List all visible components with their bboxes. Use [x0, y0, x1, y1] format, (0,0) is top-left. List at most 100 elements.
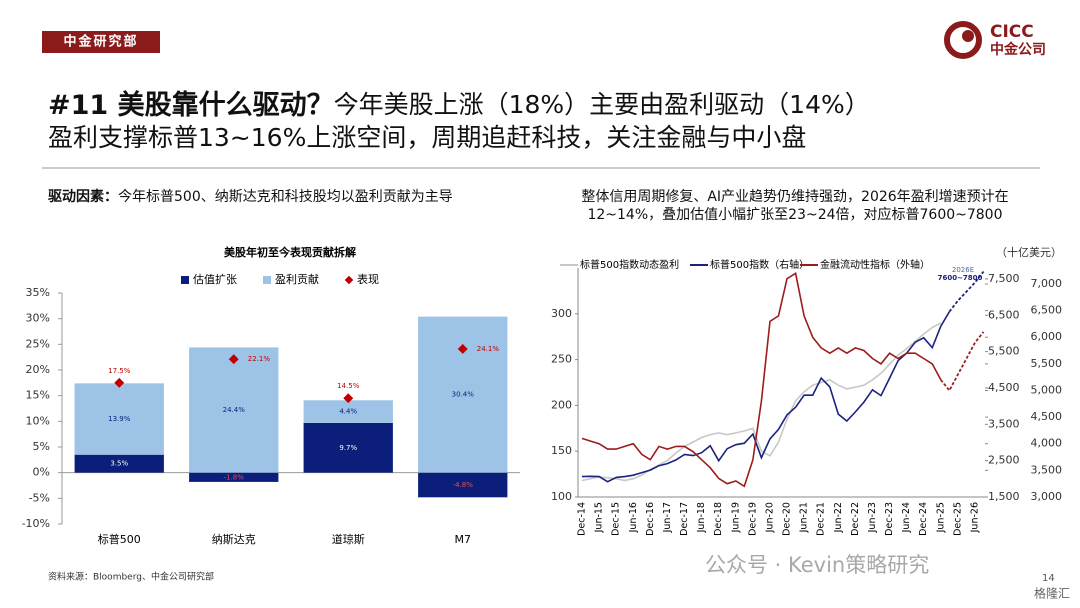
x-tick-label: Jun-24 — [901, 502, 912, 533]
source: 资料来源：Bloomberg、中金公司研究部 — [48, 571, 214, 583]
y-tick-label: 0% — [33, 466, 50, 479]
chart-title: 美股年初至今表现贡献拆解 — [224, 245, 356, 259]
annotation: 2026E — [952, 266, 974, 274]
title-lead-text: #11 美股靠什么驱动？ — [48, 89, 334, 121]
legend-label: 盈利贡献 — [275, 272, 319, 286]
badge: 格隆汇 — [1034, 586, 1070, 601]
left-note-lead: 驱动因素： — [48, 188, 118, 205]
x-tick-label: Jun-15 — [594, 502, 605, 533]
x-tick-label: Dec-21 — [816, 502, 827, 536]
left-note: 驱动因素：今年标普500、纳斯达克和科技股均以盈利贡献为主导 — [48, 188, 453, 205]
tick-label-y: 300 — [551, 307, 572, 320]
watermark: 公众号 · Kevin策略研究 — [705, 553, 929, 577]
logo-cn: 中金公司 — [990, 41, 1046, 58]
right-note-2: 12~14%，叠加估值小幅扩张至23~24倍，对应标普7600~7800 — [587, 206, 1002, 223]
value-label: 30.4% — [452, 391, 475, 399]
value-label: 24.1% — [477, 345, 500, 353]
tick-label-y: 250 — [551, 353, 572, 366]
x-tick-label: Dec-16 — [645, 502, 656, 536]
x-tick-label: Dec-24 — [918, 502, 929, 536]
x-tick-label: Dec-22 — [850, 502, 861, 536]
title-rest: 今年美股上涨（18%）主要由盈利驱动（14%） — [334, 90, 870, 119]
bar-segment — [418, 472, 508, 498]
y-tick-label: 25% — [26, 337, 50, 350]
bar-segment — [189, 472, 279, 482]
value-label: -4.8% — [453, 481, 474, 489]
bar-segment — [189, 347, 279, 473]
x-tick-label: Dec-14 — [577, 502, 588, 536]
tick-label-y2: 4,500 — [988, 381, 1020, 394]
value-label: 22.1% — [248, 355, 271, 363]
y3-axis-label: （十亿美元） — [996, 245, 1062, 259]
tick-label-y: 200 — [551, 398, 572, 411]
tick-label-y2: 3,500 — [988, 417, 1020, 430]
tick-label-y3: 4,000 — [1031, 437, 1063, 450]
x-tick-label: M7 — [455, 533, 472, 546]
bar-chart: 美股年初至今表现贡献拆解 -10% -5% 0% 5% 10% 15% 20% 25% 30% 35… — [22, 245, 520, 546]
y-tick-label: 10% — [26, 414, 50, 427]
x-tick-label: Jun-26 — [970, 502, 981, 533]
line-chart: 100 150 200 250 300 1,500 2,500 3,500 4,500 5,500… — [551, 245, 1062, 536]
y-tick-label: 15% — [26, 389, 50, 402]
legend-label: 标普500指数（右轴） — [710, 258, 809, 271]
x-tick-label: 标普500 — [98, 532, 141, 546]
logo-en: CICC — [990, 22, 1034, 42]
legend-label: 金融流动性指标（外轴） — [820, 258, 930, 271]
performance-point — [228, 354, 239, 365]
x-tick-label: Dec-17 — [679, 502, 690, 536]
y-tick-label: -10% — [22, 517, 50, 530]
forecast-line — [948, 271, 985, 313]
tick-label-y3: 7,000 — [1031, 277, 1063, 290]
bar-segment — [303, 400, 393, 423]
page-number: 14 — [1042, 573, 1055, 584]
header-tag: 中金研究部 — [63, 34, 138, 50]
tag-bg — [42, 31, 160, 53]
left-note-rest: 今年标普500、纳斯达克和科技股均以盈利贡献为主导 — [118, 189, 453, 205]
tick-label-y3: 5,500 — [1031, 357, 1063, 370]
title-lead: #11 美股靠什么驱动？今年美股上涨（18%）主要由盈利驱动（14%） — [48, 89, 870, 121]
series-line — [581, 311, 951, 483]
x-tick-label: Jun-16 — [628, 502, 639, 533]
legend-swatch — [344, 275, 354, 285]
tick-label-y3: 3,000 — [1031, 490, 1063, 503]
x-tick-label: 纳斯达克 — [212, 533, 256, 546]
annotation: 7600~7800 — [938, 274, 983, 282]
tick-label-y2: 7,500 — [988, 272, 1020, 285]
legend-swatch — [263, 276, 271, 284]
bar-segment — [303, 422, 393, 473]
x-tick-label: Jun-20 — [764, 502, 775, 533]
tick-label-y3: 6,000 — [1031, 330, 1063, 343]
x-tick-label: Dec-23 — [884, 502, 895, 536]
value-label: 14.5% — [337, 382, 360, 390]
value-label: 13.9% — [108, 415, 131, 423]
right-note-1: 整体信用周期修复、AI产业趋势仍维持强劲，2026年盈利增速预计在 — [581, 188, 1008, 205]
forecast-line — [940, 331, 985, 393]
logo-dot — [962, 30, 974, 42]
y-tick-label: 20% — [26, 363, 50, 376]
value-label: 17.5% — [108, 367, 131, 375]
x-tick-label: Jun-17 — [662, 502, 673, 533]
tick-label-y: 100 — [551, 490, 572, 503]
value-label: -1.8% — [224, 473, 245, 481]
bar-segment — [418, 316, 508, 473]
x-tick-label: Dec-25 — [952, 502, 963, 536]
performance-point — [343, 393, 354, 404]
tick-label-y2: 5,500 — [988, 345, 1020, 358]
x-tick-label: Dec-20 — [782, 502, 793, 536]
y-tick-label: 5% — [33, 440, 50, 453]
tick-label-y3: 4,500 — [1031, 410, 1063, 423]
y-tick-label: 30% — [26, 312, 50, 325]
tick-label-y2: 1,500 — [988, 490, 1020, 503]
legend-label: 估值扩张 — [193, 272, 237, 286]
x-tick-label: Dec-19 — [747, 502, 758, 536]
y-tick-label: -5% — [29, 491, 50, 504]
x-tick-label: Dec-18 — [713, 502, 724, 536]
value-label: 24.4% — [223, 406, 246, 414]
bar-segment — [74, 454, 164, 473]
x-tick-label: 道琼斯 — [332, 532, 365, 546]
x-tick-label: Jun-19 — [730, 502, 741, 533]
tick-label-y3: 5,000 — [1031, 383, 1063, 396]
series-line — [581, 322, 942, 482]
tick-label-y: 150 — [551, 444, 572, 457]
